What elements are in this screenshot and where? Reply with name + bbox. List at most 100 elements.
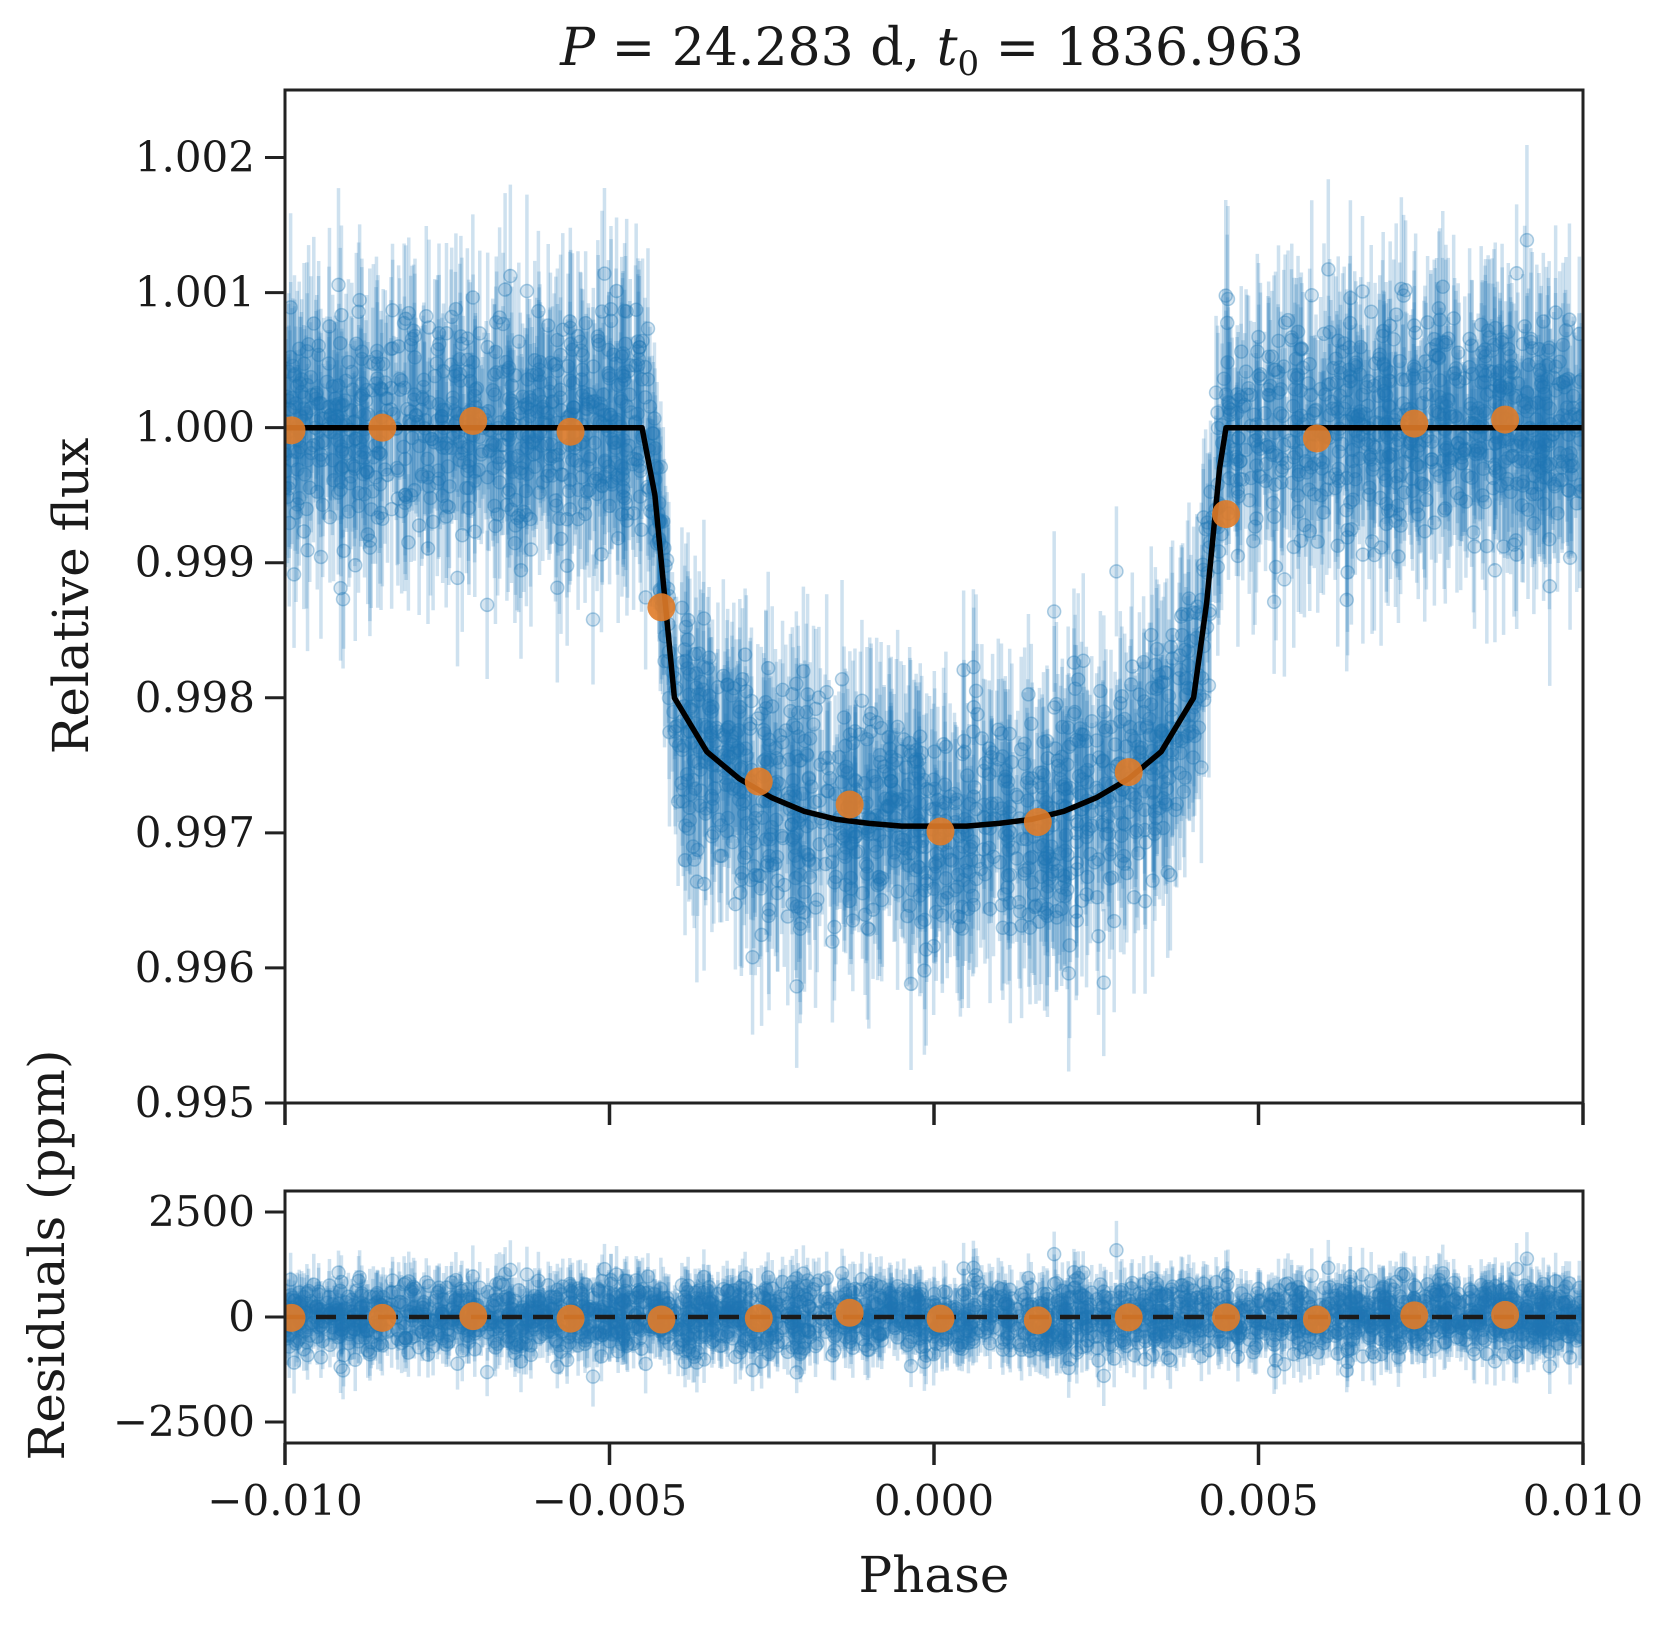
flux-point	[1492, 363, 1508, 379]
flux-point	[1040, 845, 1055, 861]
flux-point	[1372, 490, 1388, 506]
flux-point	[1391, 549, 1406, 564]
flux-point	[683, 699, 699, 714]
flux-point	[692, 687, 708, 702]
flux-point	[720, 810, 736, 826]
flux-point	[453, 373, 468, 388]
flux-point	[886, 845, 902, 860]
flux-point	[978, 755, 993, 771]
flux-point	[1302, 523, 1318, 539]
flux-point	[1127, 733, 1142, 748]
flux-point	[702, 688, 717, 703]
flux-point	[1548, 305, 1563, 320]
flux-point	[615, 365, 630, 381]
flux-point	[603, 301, 619, 317]
flux-point	[680, 612, 696, 628]
flux-point	[734, 865, 750, 881]
flux-point	[1488, 463, 1504, 479]
flux-point	[689, 680, 704, 695]
flux-point	[820, 783, 836, 799]
flux-point	[718, 770, 733, 785]
flux-point	[334, 307, 349, 323]
flux-point	[373, 446, 388, 462]
flux-point	[1327, 480, 1343, 496]
flux-point	[714, 745, 729, 760]
flux-point	[1026, 887, 1042, 902]
flux-point	[1117, 817, 1132, 832]
flux-point	[862, 712, 877, 727]
flux-point	[1181, 658, 1196, 673]
flux-point	[319, 374, 335, 390]
flux-point	[1265, 445, 1280, 460]
flux-point	[885, 792, 901, 808]
flux-point	[1508, 388, 1524, 404]
flux-panel: 0.9950.9960.9970.9980.9991.0001.0011.002…	[42, 88, 1585, 1127]
flux-point	[1322, 324, 1337, 340]
flux-point	[1435, 279, 1451, 295]
flux-point	[848, 829, 863, 844]
flux-point	[857, 907, 873, 922]
flux-point	[698, 801, 714, 816]
flux-point	[745, 949, 760, 965]
flux-point	[534, 438, 549, 453]
flux-point	[536, 399, 551, 415]
flux-point	[377, 462, 393, 477]
flux-point	[637, 359, 653, 375]
flux-point	[843, 836, 859, 851]
flux-point	[1393, 518, 1408, 533]
flux-point	[335, 397, 351, 413]
flux-point	[1554, 472, 1570, 488]
flux-point	[454, 336, 470, 352]
flux-point	[820, 761, 836, 776]
flux-point	[1525, 340, 1540, 356]
flux-point	[1441, 393, 1456, 408]
flux-point	[757, 726, 772, 741]
flux-point	[907, 771, 922, 786]
flux-point	[1432, 312, 1448, 328]
flux-point	[723, 750, 738, 765]
flux-point	[756, 722, 771, 738]
flux-point	[404, 331, 420, 347]
flux-point	[1128, 824, 1143, 840]
flux-point	[352, 292, 367, 308]
flux-point	[1020, 793, 1035, 808]
flux-point	[450, 570, 465, 586]
flux-point	[958, 863, 973, 879]
flux-point	[391, 339, 406, 354]
flux-point	[710, 679, 726, 695]
flux-point	[895, 840, 911, 856]
flux-point	[701, 701, 717, 716]
flux-point	[1022, 920, 1038, 935]
flux-point	[393, 382, 408, 397]
flux-point	[1319, 482, 1335, 497]
flux-point	[927, 866, 942, 882]
flux-point	[1551, 454, 1566, 469]
flux-point	[1535, 379, 1551, 395]
flux-point	[421, 479, 437, 494]
flux-point	[1534, 432, 1550, 447]
flux-point	[467, 524, 483, 539]
flux-point	[704, 704, 719, 719]
flux-point	[357, 444, 372, 460]
flux-point	[1572, 326, 1583, 342]
flux-point	[966, 897, 981, 913]
flux-point	[1436, 503, 1452, 518]
flux-point	[581, 482, 597, 498]
flux-point	[1039, 733, 1055, 749]
flux-point	[762, 738, 777, 753]
flux-point	[1139, 720, 1154, 735]
flux-point	[919, 876, 934, 891]
raw-flux-points	[285, 144, 1583, 1072]
flux-point	[843, 870, 859, 886]
flux-point	[890, 719, 905, 735]
flux-point	[1132, 720, 1148, 736]
flux-point	[550, 580, 565, 595]
flux-point	[1555, 408, 1571, 423]
flux-point	[872, 872, 888, 887]
flux-point	[1342, 368, 1358, 383]
flux-point	[761, 902, 777, 917]
flux-point	[604, 477, 620, 492]
flux-point	[772, 776, 787, 792]
flux-point	[940, 845, 955, 860]
flux-point	[994, 726, 1009, 741]
